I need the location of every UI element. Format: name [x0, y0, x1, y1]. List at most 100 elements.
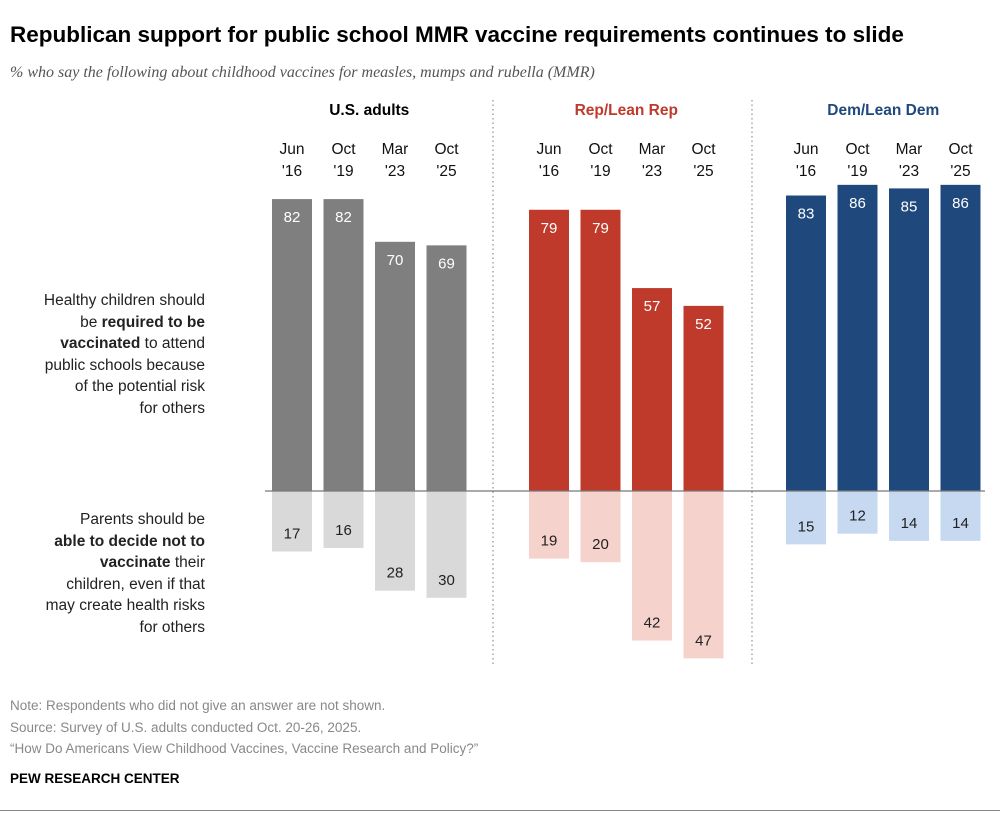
- bar-decide: [940, 491, 981, 541]
- label-text: be: [80, 313, 102, 331]
- category-label-year: '16: [796, 163, 816, 180]
- category-label-month: Oct: [434, 141, 459, 158]
- data-label-decide: 47: [695, 632, 712, 649]
- bar-required: [375, 241, 415, 491]
- bar-required: [426, 245, 467, 491]
- data-label-decide: 20: [592, 536, 609, 553]
- category-label-month: Oct: [845, 141, 870, 158]
- row-label-required: Healthy children should be required to b…: [5, 290, 205, 419]
- label-text: their: [170, 554, 205, 571]
- report-title: “How Do Americans View Childhood Vaccine…: [10, 741, 479, 756]
- bar-required: [837, 184, 878, 491]
- category-label-month: Oct: [691, 141, 716, 158]
- bar-decide: [837, 491, 878, 534]
- label-text: to attend: [140, 335, 205, 352]
- bar-required: [683, 305, 724, 491]
- bar-decide: [323, 491, 364, 548]
- bar-decide: [786, 491, 826, 545]
- category-label-month: Oct: [948, 141, 973, 158]
- label-text: of the potential risk: [74, 378, 205, 395]
- category-label-year: '25: [950, 163, 970, 180]
- data-label-required: 70: [387, 252, 404, 269]
- brand-logo-text: PEW RESEARCH CENTER: [10, 771, 180, 786]
- data-label-required: 52: [695, 316, 712, 333]
- category-label-year: '19: [847, 163, 867, 180]
- data-label-required: 82: [284, 209, 301, 226]
- data-label-required: 82: [335, 209, 352, 226]
- bar-required: [323, 199, 364, 491]
- data-label-decide: 30: [438, 572, 455, 589]
- data-label-required: 79: [541, 220, 558, 237]
- label-bold: vaccinated: [60, 335, 141, 352]
- bar-required: [632, 288, 672, 491]
- data-label-required: 79: [592, 220, 609, 237]
- group-label: Dem/Lean Dem: [827, 102, 939, 119]
- category-label-year: '19: [590, 163, 610, 180]
- label-bold: vaccinate: [99, 554, 171, 571]
- bar-required: [940, 184, 981, 491]
- category-label-month: Oct: [331, 141, 356, 158]
- bar-required: [272, 199, 312, 491]
- label-text: for others: [139, 399, 205, 417]
- bar-decide: [426, 491, 467, 598]
- category-label-year: '23: [899, 163, 919, 180]
- data-label-required: 69: [438, 255, 455, 272]
- bar-required: [529, 209, 569, 491]
- label-text: Parents should be: [80, 511, 205, 528]
- bar-decide: [580, 491, 621, 563]
- data-label-decide: 42: [644, 615, 661, 632]
- label-bold: required to be: [101, 313, 205, 331]
- group-label: Rep/Lean Rep: [575, 102, 678, 119]
- label-text: may create health risks: [45, 597, 205, 614]
- label-text: public schools because: [44, 356, 205, 374]
- category-label-month: Mar: [896, 141, 923, 158]
- category-label-year: '19: [333, 163, 353, 180]
- label-text: children, even if that: [66, 575, 205, 593]
- group-label: U.S. adults: [329, 102, 409, 119]
- data-label-decide: 16: [335, 522, 352, 539]
- label-text: Healthy children should: [43, 292, 205, 309]
- chart-subtitle: % who say the following about childhood …: [10, 64, 595, 81]
- category-label-month: Jun: [280, 141, 305, 158]
- row-label-decide: Parents should be able to decide not to …: [5, 509, 205, 638]
- bar-decide: [683, 491, 724, 659]
- source: Source: Survey of U.S. adults conducted …: [10, 720, 362, 735]
- bar-decide: [375, 491, 415, 591]
- bar-required: [889, 188, 929, 491]
- label-bold: able to decide not to: [54, 532, 205, 550]
- data-label-required: 57: [644, 298, 661, 315]
- bar-decide: [632, 491, 672, 641]
- data-label-decide: 14: [901, 515, 918, 532]
- category-label-year: '16: [539, 163, 559, 180]
- data-label-required: 83: [798, 206, 815, 223]
- data-label-decide: 14: [952, 515, 969, 532]
- category-label-year: '23: [642, 163, 662, 180]
- category-label-month: Oct: [588, 141, 613, 158]
- label-text: for others: [139, 618, 205, 636]
- category-label-month: Jun: [537, 141, 562, 158]
- note: Note: Respondents who did not give an an…: [10, 698, 386, 713]
- category-label-year: '25: [436, 163, 456, 180]
- data-label-decide: 17: [284, 526, 301, 543]
- category-label-year: '16: [282, 163, 302, 180]
- bar-required: [786, 195, 826, 491]
- data-label-decide: 15: [798, 518, 815, 535]
- bar-decide: [529, 491, 569, 559]
- data-label-required: 85: [901, 198, 918, 215]
- category-label-month: Mar: [382, 141, 409, 158]
- data-label-decide: 12: [849, 508, 866, 525]
- category-label-year: '25: [693, 163, 713, 180]
- data-label-required: 86: [952, 195, 969, 212]
- bar-required: [580, 209, 621, 491]
- category-label-month: Jun: [794, 141, 819, 158]
- data-label-decide: 28: [387, 565, 404, 582]
- category-label-month: Mar: [639, 141, 666, 158]
- data-label-decide: 19: [541, 533, 558, 550]
- bar-decide: [272, 491, 312, 552]
- chart-title: Republican support for public school MMR…: [10, 22, 904, 47]
- category-label-year: '23: [385, 163, 405, 180]
- bottom-rule: [0, 810, 1000, 811]
- bar-decide: [889, 491, 929, 541]
- data-label-required: 86: [849, 195, 866, 212]
